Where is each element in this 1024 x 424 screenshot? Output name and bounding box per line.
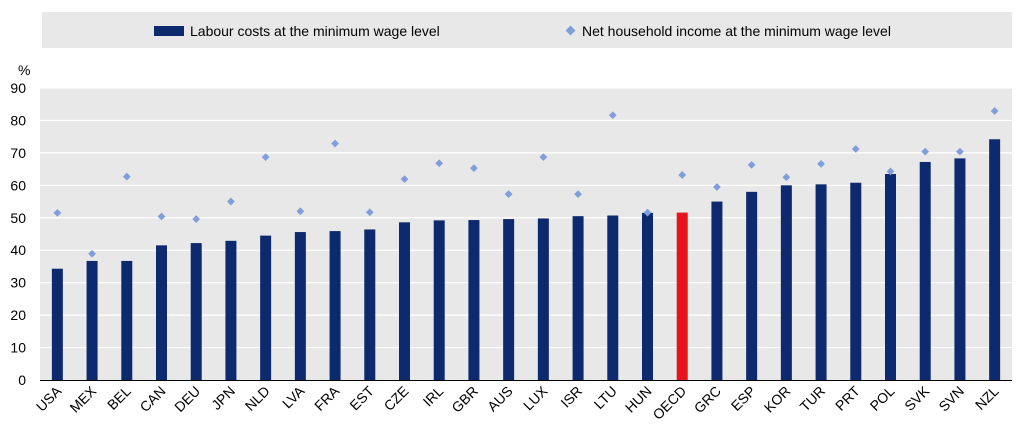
y-tick-label: 0: [18, 372, 26, 388]
x-tick-label: NLD: [242, 383, 273, 414]
y-tick-label: 60: [10, 177, 26, 193]
diamond-point: [886, 167, 895, 176]
x-tick-label: GRC: [691, 383, 724, 416]
bar: [850, 182, 862, 380]
x-tick-label: FRA: [311, 382, 343, 414]
bar: [329, 231, 341, 380]
diamond-point: [574, 190, 582, 198]
diamond-point: [921, 147, 930, 156]
y-tick-label: 20: [10, 307, 26, 323]
x-tick-label: DEU: [171, 383, 203, 415]
bar: [364, 229, 376, 380]
diamond-point: [643, 208, 652, 217]
y-tick-label: 50: [10, 210, 26, 226]
x-tick-label: KOR: [761, 383, 794, 416]
diamond-point: [956, 147, 964, 156]
y-tick-label: 80: [10, 112, 26, 128]
y-tick-label: 30: [10, 275, 26, 291]
diamond-point: [990, 107, 999, 115]
bar: [225, 240, 237, 380]
bar: [51, 268, 63, 380]
bar: [954, 158, 966, 380]
bar: [121, 260, 133, 380]
bar-series: [51, 139, 1001, 380]
legend-diamond-label: Net household income at the minimum wage…: [582, 23, 891, 39]
bar: [156, 245, 167, 380]
bar: [676, 212, 688, 380]
x-tick-label: BEL: [104, 383, 134, 413]
y-tick-label: 40: [10, 242, 26, 258]
plot-background: [40, 88, 1012, 380]
bar: [642, 212, 653, 380]
bar: [607, 215, 619, 380]
x-tick-label: ISR: [557, 383, 585, 411]
diamond-point: [608, 111, 617, 120]
diamond-point: [851, 145, 860, 153]
bar: [885, 173, 896, 380]
gridlines: [40, 87, 1012, 349]
x-tick-label: CAN: [136, 383, 168, 415]
diamond-point: [713, 183, 721, 191]
x-tick-label: USA: [33, 382, 65, 414]
y-tick-label: 90: [10, 80, 26, 96]
y-unit-label: %: [18, 62, 30, 78]
bar: [746, 191, 758, 380]
x-tick-label: LUX: [520, 382, 551, 413]
bar: [537, 218, 549, 380]
legend-bar-swatch: [154, 26, 184, 36]
bar: [780, 185, 792, 380]
diamond-point: [678, 171, 687, 179]
bar: [503, 219, 515, 380]
diamond-point: [539, 153, 548, 161]
bar: [572, 216, 584, 380]
x-tick-label: ESP: [728, 383, 759, 414]
x-tick-label: OECD: [649, 383, 689, 423]
bar: [711, 201, 723, 380]
y-tick-label: 10: [10, 340, 26, 356]
y-axis: 0 10 20 30 40 50 60 70 80 90: [10, 80, 26, 388]
x-tick-label: PRT: [832, 382, 863, 413]
diamond-point: [747, 161, 756, 169]
x-tick-label: TUR: [797, 383, 829, 415]
x-tick-label: JPN: [208, 383, 238, 413]
legend-box: [42, 12, 1012, 48]
bar: [86, 260, 98, 380]
legend-bar-label: Labour costs at the minimum wage level: [190, 23, 440, 39]
x-tick-label: MEX: [66, 382, 99, 415]
x-tick-label: GBR: [448, 383, 481, 416]
x-tick-label: AUS: [484, 383, 516, 415]
bar: [399, 222, 410, 380]
x-tick-label: SVN: [935, 383, 967, 415]
bar: [468, 220, 480, 380]
bar: [989, 139, 1001, 380]
bar: [433, 220, 445, 380]
x-tick-label: IRL: [420, 383, 447, 410]
y-tick-label: 70: [10, 145, 26, 161]
diamond-point: [88, 249, 96, 258]
diamond-point: [817, 160, 825, 168]
bar: [190, 243, 202, 380]
bar: [815, 184, 827, 380]
x-axis: USA MEX BEL CAN DEU JPN NLD LVA FRA EST CZE IRL GBR A…: [33, 382, 1002, 422]
bar: [294, 232, 306, 380]
x-tick-label: NZL: [972, 383, 1002, 413]
legend-diamond-swatch: [565, 25, 576, 36]
x-tick-label: EST: [346, 382, 377, 413]
x-tick-label: POL: [866, 383, 897, 414]
x-tick-label: CZE: [381, 383, 412, 414]
x-tick-label: SVK: [901, 382, 933, 414]
diamond-point: [782, 173, 791, 182]
x-tick-label: LVA: [279, 382, 308, 411]
bar: [260, 235, 272, 380]
x-tick-label: LTU: [591, 383, 620, 412]
bar: [919, 161, 931, 380]
